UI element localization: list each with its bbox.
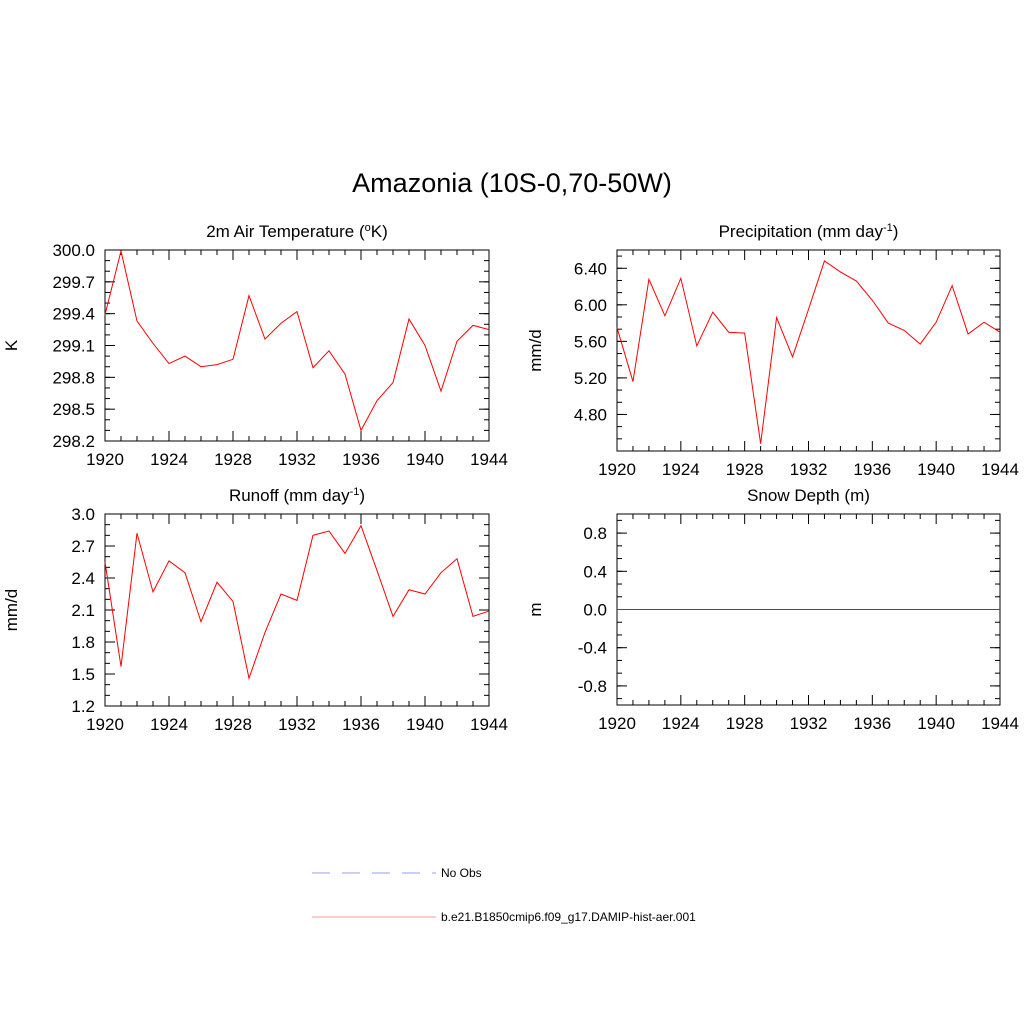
precipitation-y-tick-label: 5.60 — [574, 332, 607, 351]
runoff-y-tick-label: 2.4 — [71, 569, 95, 588]
runoff-x-tick-label: 1936 — [342, 715, 380, 734]
panel-precipitation: 1920 1924 1928 1932 1936 1940 1944 4.80 5.20 5.60… — [526, 222, 1019, 479]
runoff-y-tick-label: 2.7 — [71, 537, 95, 556]
precipitation-panel-title: Precipitation (mm day-1) — [719, 222, 899, 241]
runoff-y-tick-label: 1.5 — [71, 665, 95, 684]
snow-depth-y-tick-label: -0.4 — [578, 639, 607, 658]
runoff-x-tick-label: 1932 — [278, 715, 316, 734]
temperature-x-tick-label: 1920 — [86, 450, 124, 469]
runoff-y-tick-label: 3.0 — [71, 505, 95, 524]
precipitation-x-tick-label: 1920 — [598, 460, 636, 479]
temperature-x-tick-label: 1932 — [278, 450, 316, 469]
precipitation-x-tick-label: 1932 — [790, 460, 828, 479]
snow-depth-x-tick-label: 1932 — [790, 714, 828, 733]
runoff-x-tick-label: 1928 — [214, 715, 252, 734]
snow-depth-x-tick-label: 1920 — [598, 714, 636, 733]
chart-panels: 1920 1924 1928 1932 1936 1940 1944 298.2 298.5 29… — [2, 222, 1019, 734]
runoff-panel-title: Runoff (mm day-1) — [229, 486, 365, 505]
temperature-series-line — [104, 250, 490, 432]
temperature-x-tick-label: 1944 — [470, 450, 508, 469]
precipitation-x-tick-label: 1924 — [662, 460, 700, 479]
snow-depth-x-tick-label: 1940 — [917, 714, 955, 733]
snow-depth-panel-title: Snow Depth (m) — [747, 486, 870, 505]
runoff-x-tick-label: 1920 — [86, 715, 124, 734]
temperature-y-tick-label: 298.5 — [52, 400, 95, 419]
precipitation-x-tick-label: 1940 — [917, 460, 955, 479]
figure-title: Amazonia (10S-0,70-50W) — [352, 168, 672, 198]
runoff-series-line — [104, 524, 490, 681]
snow-depth-y-axis-label: m — [526, 602, 545, 616]
temperature-x-tick-label: 1924 — [150, 450, 188, 469]
temperature-x-tick-label: 1940 — [406, 450, 444, 469]
precipitation-x-tick-label: 1928 — [726, 460, 764, 479]
runoff-x-tick-label: 1924 — [150, 715, 188, 734]
snow-depth-y-tick-label: -0.8 — [578, 677, 607, 696]
snow-depth-y-tick-label: 0.8 — [583, 524, 607, 543]
panel-runoff: 1920 1924 1928 1932 1936 1940 1944 1.2 1.5 1.8 2.1… — [2, 486, 508, 734]
legend-label-2: b.e21.B1850cmip6.f09_g17.DAMIP-hist-aer.… — [441, 910, 696, 924]
precipitation-y-tick-label: 4.80 — [574, 405, 607, 424]
precipitation-plot-frame — [616, 249, 1001, 452]
snow-depth-y-tick-label: 0.4 — [583, 562, 607, 581]
snow-depth-x-tick-label: 1924 — [662, 714, 700, 733]
runoff-plot-frame — [104, 513, 490, 707]
runoff-x-tick-label: 1944 — [470, 715, 508, 734]
snow-depth-y-tick-label: 0.0 — [583, 601, 607, 620]
precipitation-y-tick-label: 5.20 — [574, 369, 607, 388]
temperature-y-tick-label: 300.0 — [52, 241, 95, 260]
temperature-y-axis-label: K — [2, 339, 21, 351]
temperature-y-tick-label: 299.1 — [52, 337, 95, 356]
temperature-y-tick-label: 298.2 — [52, 432, 95, 451]
panel-snow-depth: 1920 1924 1928 1932 1936 1940 1944 -0.8 -0.4 0.0 0… — [526, 486, 1019, 733]
temperature-plot-frame — [104, 249, 490, 442]
temperature-x-tick-label: 1936 — [342, 450, 380, 469]
temperature-panel-title: 2m Air Temperature (oK) — [206, 222, 388, 241]
snow-depth-x-tick-label: 1944 — [981, 714, 1019, 733]
snow-depth-x-tick-label: 1928 — [726, 714, 764, 733]
temperature-x-tick-label: 1928 — [214, 450, 252, 469]
temperature-y-tick-label: 299.7 — [52, 273, 95, 292]
chart-legend: No Obs b.e21.B1850cmip6.f09_g17.DAMIP-his… — [312, 866, 696, 924]
runoff-y-axis-label: mm/d — [2, 589, 21, 632]
legend-label-1: No Obs — [441, 866, 482, 880]
runoff-x-tick-label: 1940 — [406, 715, 444, 734]
runoff-y-tick-label: 2.1 — [71, 601, 95, 620]
precipitation-x-tick-label: 1936 — [853, 460, 891, 479]
precipitation-y-tick-label: 6.40 — [574, 259, 607, 278]
precipitation-series-line — [616, 260, 1001, 444]
panel-temperature: 1920 1924 1928 1932 1936 1940 1944 298.2 298.5 29… — [2, 222, 508, 469]
runoff-y-tick-label: 1.2 — [71, 697, 95, 716]
temperature-y-tick-label: 298.8 — [52, 368, 95, 387]
precipitation-x-tick-label: 1944 — [981, 460, 1019, 479]
precipitation-y-tick-label: 6.00 — [574, 296, 607, 315]
runoff-y-tick-label: 1.8 — [71, 633, 95, 652]
precipitation-y-axis-label: mm/d — [526, 329, 545, 372]
snow-depth-x-tick-label: 1936 — [853, 714, 891, 733]
temperature-y-tick-label: 299.4 — [52, 305, 95, 324]
